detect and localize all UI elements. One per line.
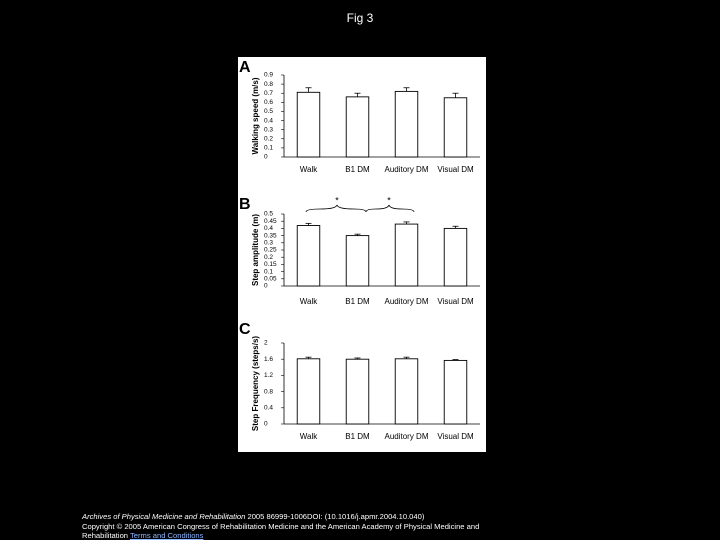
- y-tick-label: 0.5: [264, 211, 273, 218]
- copyright: Copyright © 2005 American Congress of Re…: [82, 521, 480, 540]
- bar: [296, 91, 321, 158]
- significance-brace: [305, 204, 367, 213]
- y-tick-label: 0.3: [264, 126, 273, 133]
- journal: Archives of Physical Medicine and Rehabi…: [82, 512, 246, 521]
- y-tick-label: 0.25: [264, 247, 277, 254]
- bar: [394, 90, 419, 158]
- annotation: *: [335, 195, 339, 205]
- x-tick-label: Visual DM: [437, 297, 474, 306]
- y-tick-label: 0.05: [264, 276, 277, 283]
- x-tick-label: Walk: [299, 297, 318, 306]
- bar: [345, 358, 370, 425]
- y-tick-label: 0.6: [264, 99, 273, 106]
- y-tick-label: 0: [264, 283, 268, 290]
- y-tick-label: 0.9: [264, 72, 273, 79]
- footer: Archives of Physical Medicine and Rehabi…: [82, 512, 522, 540]
- x-tick-label: Visual DM: [437, 165, 474, 174]
- citation: 2005 86999-1006DOI: (10.1016/j.apmr.2004…: [247, 512, 425, 521]
- x-tick-label: B1 DM: [345, 165, 370, 174]
- y-tick-label: 0: [264, 154, 268, 161]
- x-tick-label: Auditory DM: [384, 297, 429, 306]
- y-tick-label: 0.2: [264, 254, 273, 261]
- bar: [443, 97, 468, 158]
- y-axis-label: Step Frequency (steps/s): [251, 336, 260, 431]
- panel-letter: A: [239, 59, 251, 76]
- y-tick-label: 1.6: [264, 356, 273, 363]
- bar: [443, 227, 468, 287]
- bar: [296, 358, 321, 425]
- bar: [345, 96, 370, 158]
- bar: [394, 223, 419, 287]
- annotation: *: [387, 195, 391, 205]
- y-tick-label: 1.2: [264, 372, 273, 379]
- y-tick-label: 0.4: [264, 117, 273, 124]
- y-tick-label: 0.45: [264, 218, 277, 225]
- terms-link[interactable]: Terms and Conditions: [130, 531, 204, 540]
- y-tick-label: 0.5: [264, 108, 273, 115]
- y-tick-label: 0.8: [264, 388, 273, 395]
- significance-brace: [365, 204, 415, 213]
- y-tick-label: 0: [264, 421, 268, 428]
- bar: [443, 359, 468, 425]
- y-tick-label: 0.35: [264, 232, 277, 239]
- slide-title: Fig 3: [346, 11, 374, 25]
- y-tick-label: 0.7: [264, 90, 273, 97]
- bar: [345, 235, 370, 287]
- panel-letter: C: [239, 321, 251, 338]
- x-tick-label: Auditory DM: [384, 165, 429, 174]
- y-tick-label: 0.15: [264, 261, 277, 268]
- y-tick-label: 0.8: [264, 81, 273, 88]
- y-tick-label: 0.4: [264, 405, 273, 412]
- y-axis-label: Step amplitude (m): [251, 214, 260, 286]
- y-axis-label: Walking speed (m/s): [251, 77, 260, 154]
- bar: [394, 358, 419, 425]
- x-tick-label: B1 DM: [345, 297, 370, 306]
- x-tick-label: Visual DM: [437, 432, 474, 441]
- y-tick-label: 2: [264, 340, 268, 347]
- y-tick-label: 0.4: [264, 225, 273, 232]
- y-tick-label: 0.2: [264, 135, 273, 142]
- x-tick-label: Auditory DM: [384, 432, 429, 441]
- y-tick-label: 0.3: [264, 240, 273, 247]
- x-tick-label: Walk: [299, 432, 318, 441]
- panel-letter: B: [239, 196, 251, 213]
- bar: [296, 225, 321, 287]
- x-tick-label: Walk: [299, 165, 318, 174]
- y-tick-label: 0.1: [264, 145, 273, 152]
- y-tick-label: 0.1: [264, 268, 273, 275]
- x-tick-label: B1 DM: [345, 432, 370, 441]
